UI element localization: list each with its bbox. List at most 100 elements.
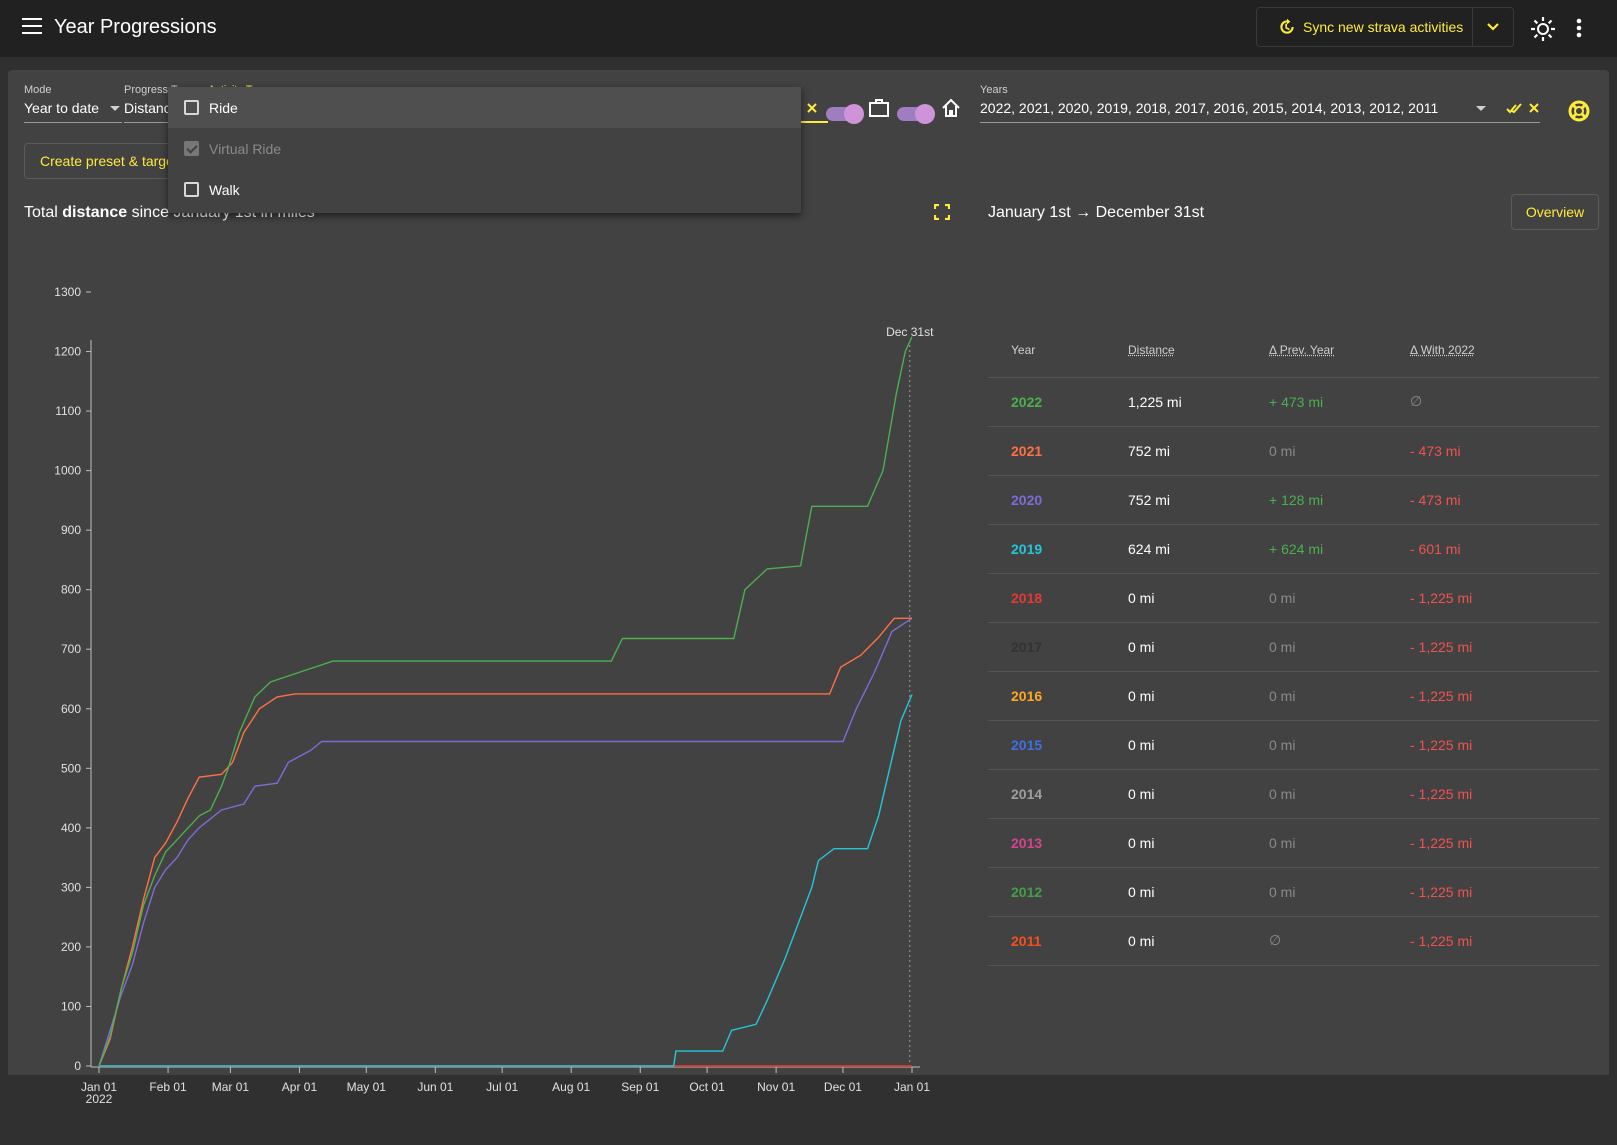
years-label: Years bbox=[980, 84, 1008, 96]
cell-year: 2018 bbox=[988, 573, 1128, 623]
table-row: 2022 1,225 mi + 473 mi ∅ bbox=[988, 377, 1599, 427]
today-marker-label: Dec 31st bbox=[886, 325, 934, 339]
x-tick-label: Jul 01 bbox=[486, 1080, 518, 1094]
sync-options-button[interactable] bbox=[1473, 8, 1513, 46]
table-row: 2017 0 mi 0 mi - 1,225 mi bbox=[988, 622, 1599, 672]
sync-button-group: Sync new strava activities bbox=[1256, 7, 1514, 47]
cell-prev-year: 0 mi bbox=[1269, 671, 1410, 721]
series-line-2020 bbox=[98, 617, 913, 1067]
cell-prev-year: 0 mi bbox=[1269, 867, 1410, 917]
fullscreen-icon[interactable] bbox=[934, 204, 950, 220]
cell-prev-year: ∅ bbox=[1269, 916, 1410, 966]
cell-distance: 0 mi bbox=[1128, 769, 1269, 819]
caret-down-icon bbox=[1476, 106, 1486, 111]
cell-with-2022: - 1,225 mi bbox=[1410, 671, 1599, 721]
cell-prev-year: + 473 mi bbox=[1269, 377, 1410, 427]
cell-prev-year: + 128 mi bbox=[1269, 475, 1410, 525]
checkbox-icon[interactable] bbox=[184, 182, 199, 197]
cell-distance: 752 mi bbox=[1128, 475, 1269, 525]
cell-distance: 0 mi bbox=[1128, 720, 1269, 770]
cell-year: 2011 bbox=[988, 916, 1128, 966]
lifebuoy-icon[interactable] bbox=[1568, 100, 1590, 122]
clear-years-icon[interactable] bbox=[1529, 103, 1539, 113]
y-tick-label: 400 bbox=[61, 821, 81, 835]
years-select[interactable]: Years 2022, 2021, 2020, 2019, 2018, 2017… bbox=[980, 84, 1540, 123]
activity-types-dropdown: Ride Virtual Ride Walk bbox=[168, 87, 801, 213]
x-tick-label: Feb 01 bbox=[149, 1080, 187, 1094]
home-icon bbox=[942, 98, 960, 117]
app-toolbar: Year Progressions Sync new strava activi… bbox=[0, 0, 1617, 57]
progression-chart: 0 100 200 300 400 500 600 700 800 900 1000 1100 1200… bbox=[54, 285, 934, 1106]
header-year: Year bbox=[988, 324, 1128, 378]
table-row: 2011 0 mi ∅ - 1,225 mi bbox=[988, 916, 1599, 966]
commute-toggle[interactable] bbox=[826, 104, 864, 124]
overview-button[interactable]: Overview bbox=[1511, 194, 1599, 230]
mode-label: Mode bbox=[24, 84, 52, 96]
cell-year: 2021 bbox=[988, 426, 1128, 476]
table-row: 2016 0 mi 0 mi - 1,225 mi bbox=[988, 671, 1599, 721]
cell-prev-year: 0 mi bbox=[1269, 818, 1410, 868]
date-range-title: January 1st → December 31st bbox=[988, 204, 1204, 222]
home-toggle[interactable] bbox=[897, 104, 935, 124]
cell-prev-year: + 624 mi bbox=[1269, 524, 1410, 574]
cell-distance: 0 mi bbox=[1128, 622, 1269, 672]
option-ride[interactable]: Ride bbox=[168, 87, 801, 128]
cell-with-2022: - 601 mi bbox=[1410, 524, 1599, 574]
main-panel: Mode Year to date Progress Type Distance… bbox=[8, 70, 1609, 1106]
checkbox-icon[interactable] bbox=[184, 100, 199, 115]
y-tick-label: 200 bbox=[61, 940, 81, 954]
x-tick-label: Jan 01 bbox=[894, 1080, 930, 1094]
cell-prev-year: 0 mi bbox=[1269, 622, 1410, 672]
cell-year: 2013 bbox=[988, 818, 1128, 868]
y-tick-label: 800 bbox=[61, 583, 81, 597]
y-tick-label: 1000 bbox=[54, 464, 81, 478]
header-with-2022[interactable]: Δ With 2022 bbox=[1410, 324, 1599, 378]
header-prev-year[interactable]: Δ Prev. Year bbox=[1269, 324, 1410, 378]
cell-year: 2012 bbox=[988, 867, 1128, 917]
y-tick-label: 100 bbox=[61, 999, 81, 1013]
mode-value: Year to date bbox=[24, 100, 99, 116]
cell-year: 2017 bbox=[988, 622, 1128, 672]
cell-prev-year: 0 mi bbox=[1269, 769, 1410, 819]
theme-toggle-icon[interactable] bbox=[1530, 16, 1556, 42]
header-distance[interactable]: Distance bbox=[1128, 324, 1269, 378]
cell-with-2022: - 1,225 mi bbox=[1410, 573, 1599, 623]
x-tick-label: Oct 01 bbox=[689, 1080, 725, 1094]
progress-type-value: Distance bbox=[124, 100, 179, 116]
option-walk[interactable]: Walk bbox=[168, 169, 801, 210]
chart-title-metric: distance bbox=[62, 204, 128, 221]
menu-icon[interactable] bbox=[22, 18, 44, 38]
year-stats-table: Year Distance Δ Prev. Year Δ With 2022 2… bbox=[988, 324, 1599, 966]
x-tick-label: Jun 01 bbox=[417, 1080, 453, 1094]
option-label: Ride bbox=[209, 99, 238, 116]
arrow-right-icon: → bbox=[1075, 204, 1092, 221]
cell-with-2022: - 473 mi bbox=[1410, 426, 1599, 476]
option-virtual-ride: Virtual Ride bbox=[168, 128, 801, 169]
x-tick-label: Mar 01 bbox=[212, 1080, 250, 1094]
table-row: 2021 752 mi 0 mi - 473 mi bbox=[988, 426, 1599, 476]
y-tick-label: 300 bbox=[61, 880, 81, 894]
sync-icon bbox=[1280, 18, 1294, 34]
mode-select[interactable]: Mode Year to date bbox=[24, 84, 122, 123]
range-start: January 1st bbox=[988, 204, 1071, 221]
x-tick-label: Aug 01 bbox=[552, 1080, 590, 1094]
cell-with-2022: ∅ bbox=[1410, 377, 1599, 427]
option-label: Walk bbox=[209, 181, 240, 198]
cell-year: 2019 bbox=[988, 524, 1128, 574]
cell-year: 2014 bbox=[988, 769, 1128, 819]
page-title: Year Progressions bbox=[54, 16, 217, 38]
x-tick-label: May 01 bbox=[347, 1080, 387, 1094]
cell-year: 2015 bbox=[988, 720, 1128, 770]
more-vert-icon[interactable] bbox=[1576, 18, 1582, 38]
x-tick-label: Sep 01 bbox=[621, 1080, 659, 1094]
clear-activity-types-icon[interactable] bbox=[807, 103, 817, 113]
cell-prev-year: 0 mi bbox=[1269, 720, 1410, 770]
cell-distance: 0 mi bbox=[1128, 818, 1269, 868]
y-tick-label: 600 bbox=[61, 702, 81, 716]
table-row: 2015 0 mi 0 mi - 1,225 mi bbox=[988, 720, 1599, 770]
y-tick-label: 900 bbox=[61, 523, 81, 537]
select-all-icon[interactable] bbox=[1506, 102, 1522, 114]
option-label: Virtual Ride bbox=[209, 140, 282, 157]
briefcase-icon bbox=[869, 99, 889, 117]
sync-button[interactable]: Sync new strava activities bbox=[1257, 8, 1474, 46]
